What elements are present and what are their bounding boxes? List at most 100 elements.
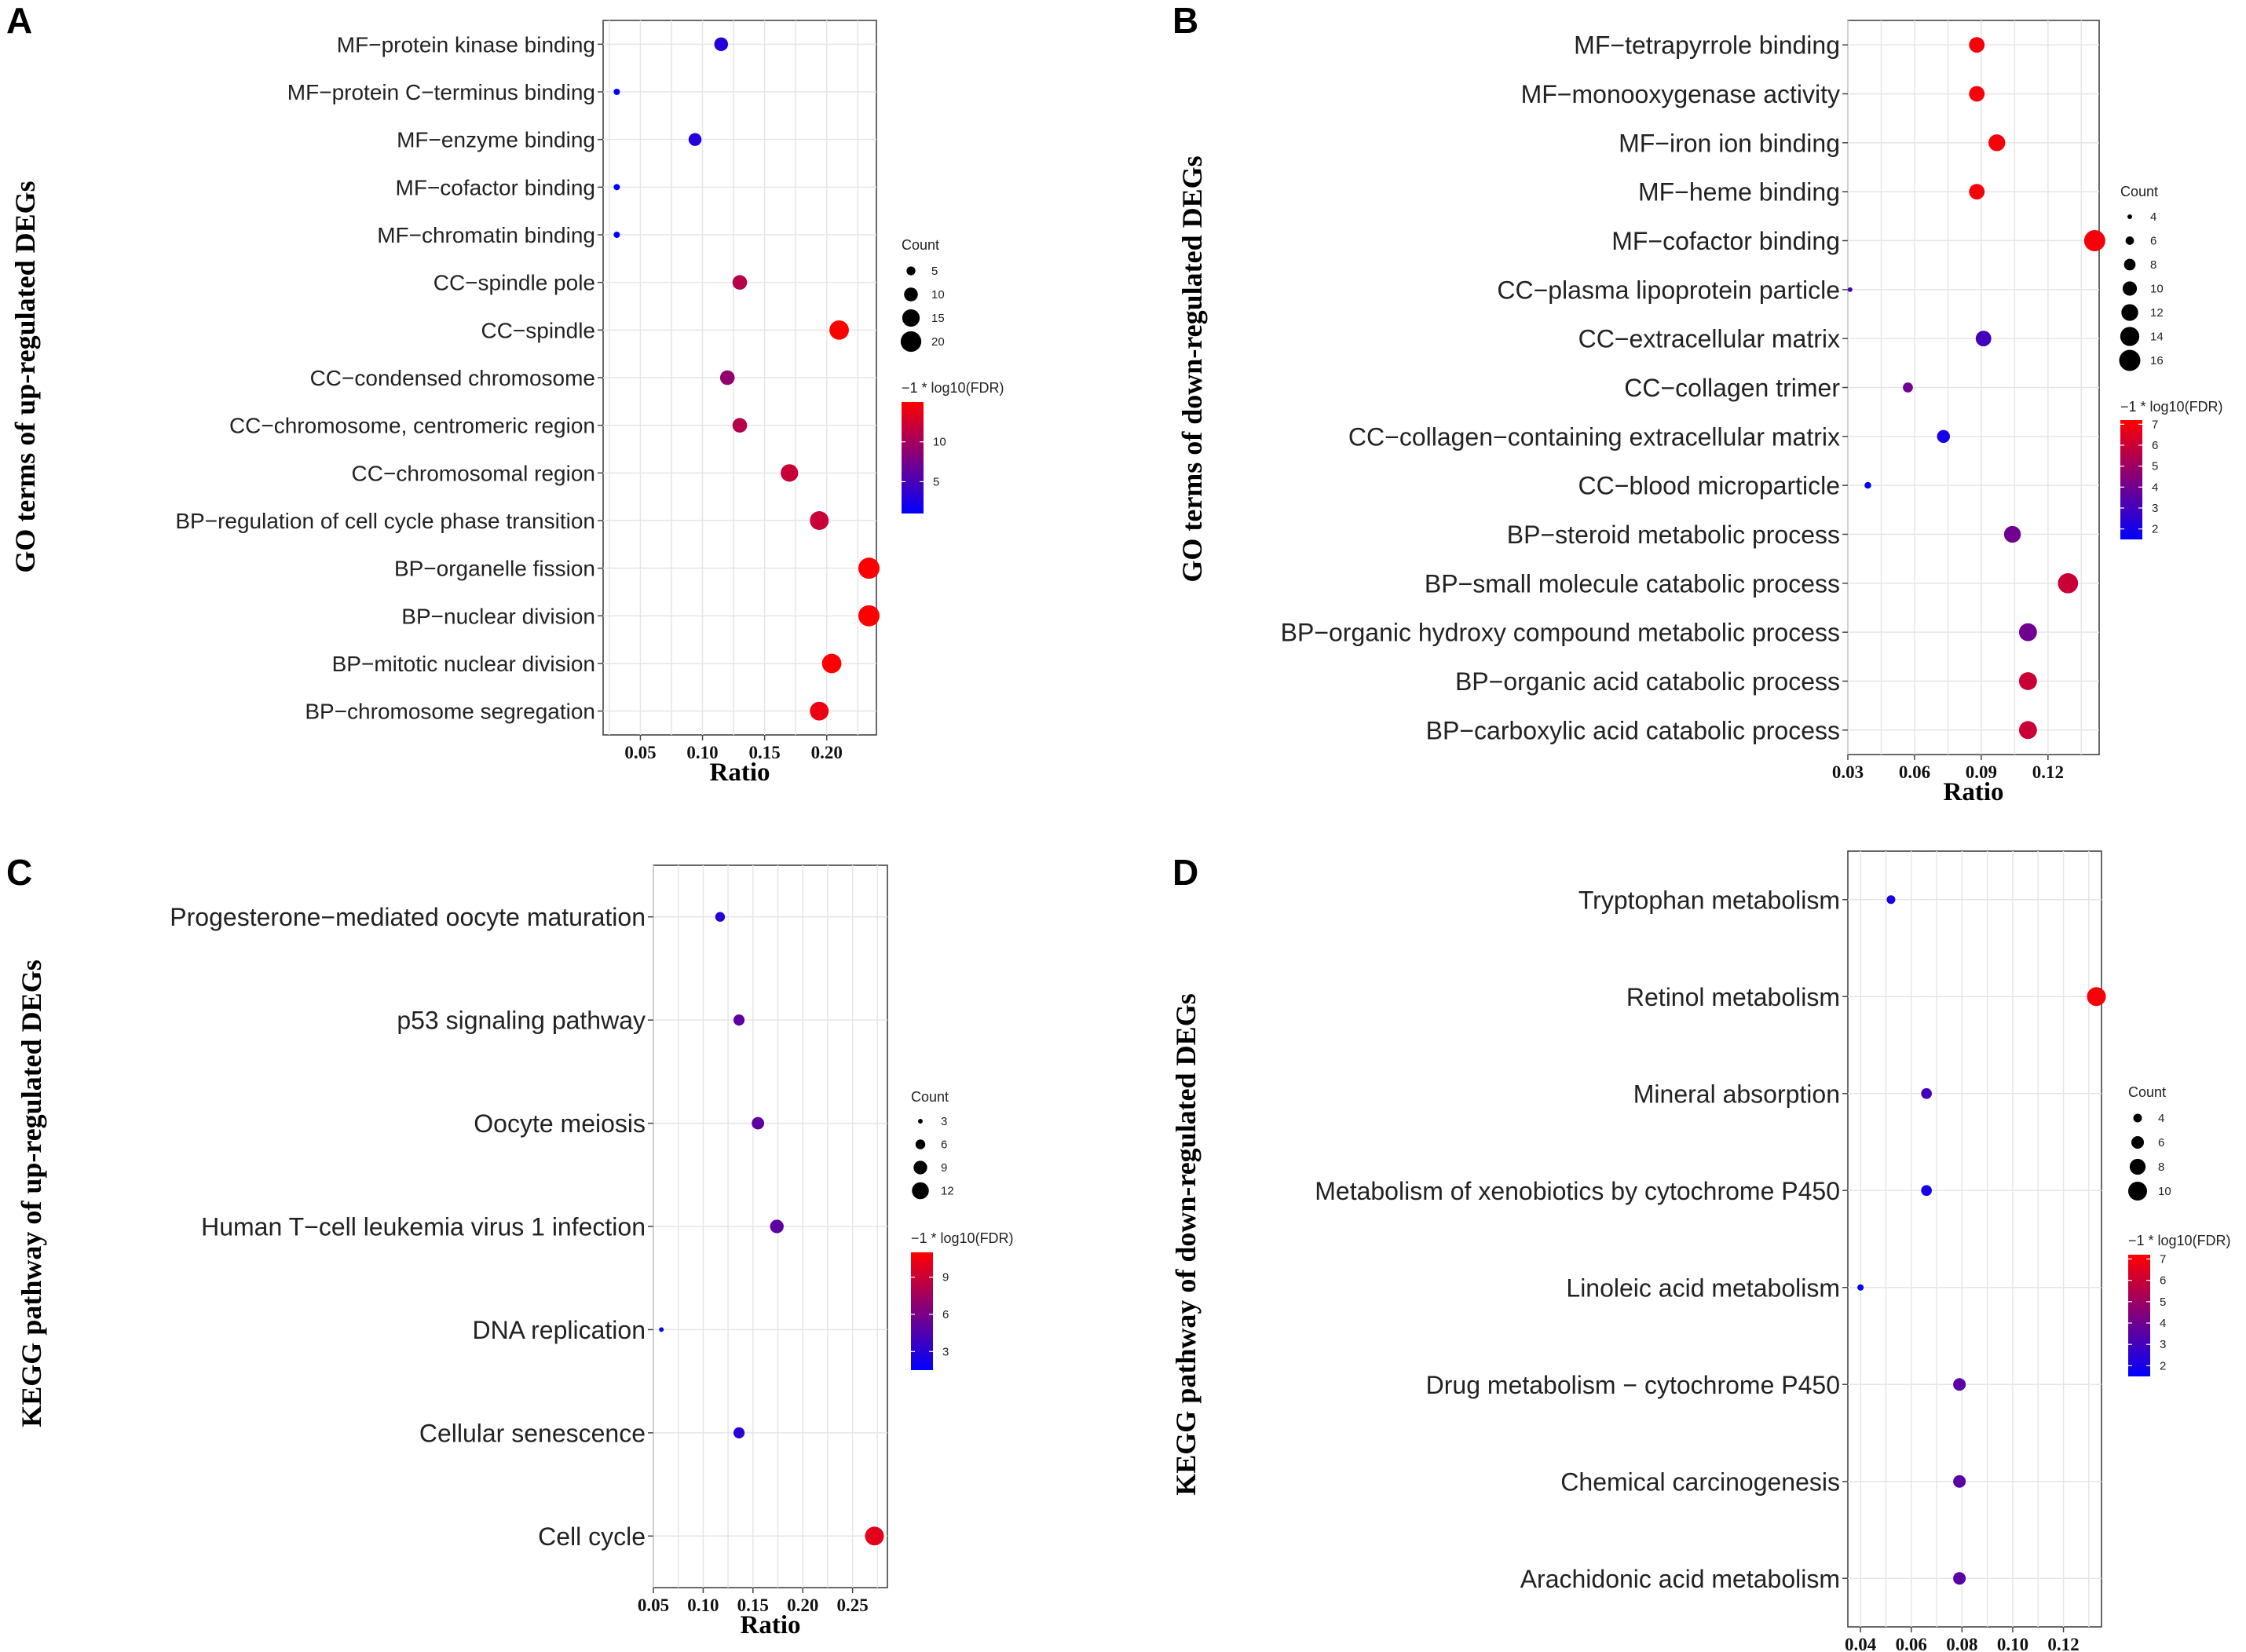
data-point (732, 418, 748, 433)
category-label: MF−iron ion binding (1619, 129, 1840, 157)
panel-a: A MF−protein kinase binding MF−protein C−t… (6, 0, 1004, 787)
category-label: Cell cycle (538, 1522, 646, 1551)
category-label: MF−chromatin binding (377, 223, 595, 247)
data-point (829, 320, 849, 340)
color-legend-label: 3 (2152, 502, 2158, 515)
data-point (1953, 1378, 1966, 1391)
color-legend-label: 5 (933, 475, 939, 488)
data-point (732, 275, 748, 290)
size-legend-dot (2120, 327, 2140, 346)
category-label: MF−protein kinase binding (337, 32, 595, 57)
color-legend-label: 6 (942, 1308, 949, 1321)
size-legend-label: 14 (2150, 331, 2164, 344)
category-label: BP−organic hydroxy compound metabolic pr… (1281, 619, 1840, 647)
size-legend-dot (2122, 281, 2138, 296)
x-axis-label: Ratio (1944, 1650, 2005, 1652)
category-label: Drug metabolism − cytochrome P450 (1426, 1371, 1840, 1399)
size-legend-title: Count (911, 1089, 949, 1105)
category-label: CC−chromosomal region (352, 461, 595, 485)
size-legend-label: 10 (931, 288, 945, 302)
data-point (1847, 287, 1853, 292)
category-label: Chemical carcinogenesis (1560, 1467, 1840, 1496)
category-label: Oocyte meiosis (474, 1109, 646, 1138)
data-point (733, 1427, 745, 1438)
panel-label: A (6, 0, 32, 41)
category-label: CC−collagen trimer (1624, 374, 1840, 402)
size-legend-dot (902, 309, 920, 327)
color-legend-label: 4 (2152, 481, 2158, 494)
category-label: p53 signaling pathway (397, 1007, 646, 1035)
data-point (1903, 382, 1913, 393)
color-legend-label: 7 (2152, 418, 2158, 431)
x-tick-label: 0.10 (686, 743, 718, 762)
data-point (733, 1014, 745, 1026)
category-label: BP−nuclear division (401, 604, 595, 628)
size-legend-label: 8 (2158, 1160, 2164, 1174)
size-legend-label: 10 (2158, 1185, 2171, 1198)
category-label: MF−tetrapyrrole binding (1574, 31, 1840, 60)
category-label: BP−organic acid catabolic process (1455, 667, 1840, 696)
category-label: MF−monooxygenase activity (1521, 80, 1840, 108)
size-legend-dot (900, 331, 922, 353)
category-label: Arachidonic acid metabolism (1520, 1565, 1840, 1593)
panel-label: B (1172, 0, 1198, 41)
data-point (659, 1327, 664, 1332)
category-label: CC−chromosome, centromeric region (229, 414, 595, 438)
size-legend-dot (915, 1139, 926, 1149)
size-legend-label: 12 (2150, 306, 2164, 320)
x-tick-label: 0.08 (1946, 1635, 1977, 1652)
data-point (858, 605, 880, 627)
size-legend-dot (913, 1160, 927, 1175)
x-tick-label: 0.10 (687, 1595, 719, 1615)
size-legend-label: 8 (2150, 258, 2156, 272)
size-legend-dot (2127, 214, 2132, 219)
data-point (770, 1219, 784, 1234)
data-point (1921, 1185, 1932, 1197)
size-legend-label: 3 (941, 1115, 947, 1128)
x-tick-label: 0.03 (1832, 762, 1864, 782)
panel-b: B MF−tetrapyrrole binding MF−monooxygenase… (1172, 0, 2223, 806)
color-legend-title: −1 * log10(FDR) (2120, 399, 2223, 415)
color-legend-label: 2 (2152, 523, 2158, 536)
size-legend-dot (2128, 1182, 2147, 1201)
category-label: Human T−cell leukemia virus 1 infection (201, 1213, 646, 1241)
data-point (715, 912, 726, 922)
data-point (810, 701, 829, 721)
category-label: BP−steroid metabolic process (1507, 521, 1840, 549)
category-label: Metabolism of xenobiotics by cytochrome … (1315, 1177, 1840, 1205)
category-label: BP−mitotic nuclear division (332, 652, 595, 676)
x-tick-label: 0.05 (638, 1595, 669, 1615)
color-legend-label: 9 (942, 1271, 949, 1285)
category-label: BP−regulation of cell cycle phase transi… (175, 509, 595, 533)
color-legend-title: −1 * log10(FDR) (902, 380, 1004, 396)
size-legend-dot (918, 1119, 923, 1124)
size-legend-dot (2133, 1113, 2142, 1123)
data-point (2003, 525, 2021, 543)
data-point (1857, 1284, 1864, 1291)
x-tick-label: 0.12 (2032, 762, 2064, 782)
data-point (1975, 331, 1992, 347)
category-label: CC−spindle (481, 318, 595, 342)
category-label: MF−enzyme binding (397, 128, 595, 152)
size-legend-title: Count (2128, 1084, 2166, 1100)
size-legend-dot (2121, 304, 2138, 321)
category-label: Retinol metabolism (1626, 983, 1840, 1011)
category-label: MF−protein C−terminus binding (287, 80, 595, 104)
data-point (714, 37, 729, 52)
x-tick-label: 0.06 (1899, 762, 1930, 782)
size-legend-title: Count (902, 237, 939, 253)
size-legend-dot (2129, 1158, 2146, 1175)
panel-d: D Tryptophan metabolism Retinol metabolism… (1170, 850, 2231, 1652)
x-axis-label: Ratio (1944, 778, 2004, 806)
size-legend-label: 16 (2150, 354, 2164, 367)
color-legend-label: 10 (933, 436, 946, 449)
color-legend-title: −1 * log10(FDR) (911, 1230, 1014, 1246)
x-tick-label: 0.15 (737, 1595, 769, 1615)
x-tick-label: 0.20 (811, 743, 843, 762)
plot-area (1847, 850, 2102, 1628)
y-axis-label: GO terms of up-regulated DEGs (9, 181, 41, 572)
category-label: BP−carboxylic acid catabolic process (1426, 716, 1840, 744)
size-legend-label: 10 (2150, 283, 2164, 296)
category-label: DNA replication (472, 1316, 646, 1344)
data-point (613, 184, 620, 191)
